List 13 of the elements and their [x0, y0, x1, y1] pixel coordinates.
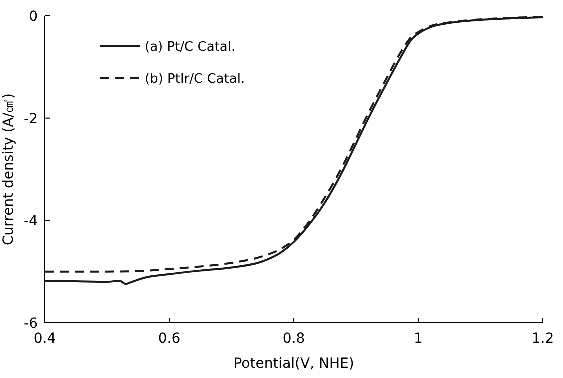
x-tick-label: 0.8 [282, 331, 306, 347]
y-tick-label: -2 [24, 111, 38, 128]
x-tick-label: 0.4 [34, 331, 56, 347]
legend-label: (a) Pt/C Catal. [145, 40, 236, 55]
y-axis-title: Current density (A/㎠) [1, 93, 17, 246]
y-tick-label: 0 [29, 9, 38, 25]
y-tick-label: -6 [24, 316, 38, 332]
x-axis-title: Potential(V, NHE) [234, 356, 354, 372]
legend-label: (b) PtIr/C Catal. [145, 72, 246, 87]
y-tick-label: -4 [24, 214, 38, 230]
x-tick-label: 1 [414, 331, 423, 347]
x-tick-label: 0.6 [158, 331, 181, 347]
x-tick-label: 1.2 [532, 331, 554, 347]
